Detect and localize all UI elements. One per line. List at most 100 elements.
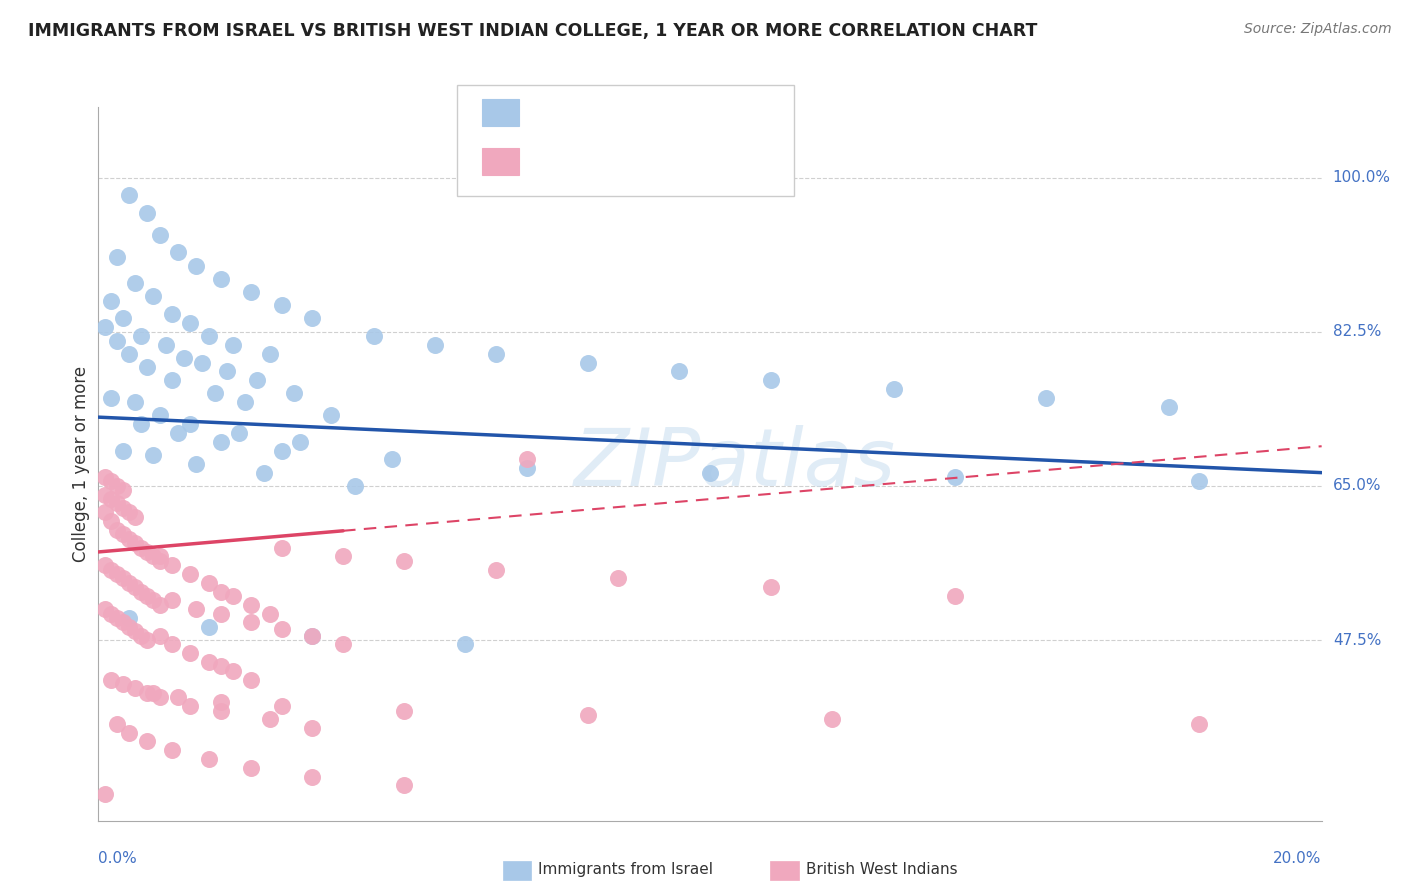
Point — [155, 338, 177, 352]
Point — [142, 549, 165, 564]
Point — [197, 620, 219, 634]
Point — [105, 479, 128, 493]
Point — [240, 673, 263, 687]
Point — [252, 466, 274, 480]
Point — [240, 761, 263, 775]
Point — [111, 677, 134, 691]
Text: IMMIGRANTS FROM ISRAEL VS BRITISH WEST INDIAN COLLEGE, 1 YEAR OR MORE CORRELATIO: IMMIGRANTS FROM ISRAEL VS BRITISH WEST I… — [28, 22, 1038, 40]
Point — [240, 285, 263, 299]
Point — [233, 395, 256, 409]
Point — [222, 589, 245, 603]
Point — [423, 338, 446, 352]
Point — [105, 523, 128, 537]
Point — [129, 329, 152, 343]
Text: 100.0%: 100.0% — [1333, 170, 1391, 185]
Point — [943, 589, 966, 603]
Point — [105, 566, 128, 581]
Point — [160, 743, 183, 757]
Point — [124, 395, 146, 409]
Point — [118, 725, 141, 739]
Point — [259, 712, 281, 726]
Point — [1035, 391, 1057, 405]
Point — [93, 320, 115, 334]
Point — [209, 434, 232, 449]
Y-axis label: College, 1 year or more: College, 1 year or more — [72, 366, 90, 562]
Point — [392, 704, 416, 718]
Point — [105, 496, 128, 510]
Point — [332, 549, 354, 564]
Point — [149, 227, 172, 242]
Point — [485, 563, 508, 577]
Point — [270, 541, 292, 555]
Point — [149, 549, 172, 564]
Point — [240, 615, 263, 630]
Point — [301, 770, 323, 784]
Point — [179, 316, 201, 330]
Point — [129, 584, 152, 599]
Point — [124, 624, 146, 639]
Point — [124, 536, 146, 550]
Text: R =  0.109: R = 0.109 — [529, 152, 633, 169]
Point — [197, 575, 219, 590]
Point — [344, 479, 367, 493]
Text: 65.0%: 65.0% — [1333, 478, 1381, 493]
Point — [100, 607, 122, 621]
Point — [142, 686, 165, 700]
Point — [301, 629, 323, 643]
Point — [576, 707, 599, 722]
Point — [167, 690, 190, 705]
Point — [290, 434, 312, 449]
Point — [111, 500, 134, 515]
Point — [209, 704, 232, 718]
Text: Source: ZipAtlas.com: Source: ZipAtlas.com — [1244, 22, 1392, 37]
Point — [392, 554, 416, 568]
Point — [173, 351, 195, 365]
Point — [118, 611, 141, 625]
Point — [149, 409, 172, 423]
Point — [454, 637, 477, 651]
Point — [259, 347, 281, 361]
Point — [93, 505, 115, 519]
Point — [167, 245, 190, 260]
Point — [197, 329, 219, 343]
Text: 82.5%: 82.5% — [1333, 324, 1381, 339]
Point — [1188, 475, 1211, 489]
Point — [118, 188, 141, 202]
Point — [100, 673, 122, 687]
Point — [209, 584, 232, 599]
Point — [204, 386, 226, 401]
Point — [179, 699, 201, 714]
Point — [105, 334, 128, 348]
Point — [209, 607, 232, 621]
Point — [105, 611, 128, 625]
Point — [118, 620, 141, 634]
Point — [222, 664, 245, 678]
Point — [270, 699, 292, 714]
Point — [129, 417, 152, 432]
Point — [759, 580, 782, 594]
Point — [100, 563, 122, 577]
Point — [270, 298, 292, 312]
Point — [100, 391, 122, 405]
Point — [381, 452, 404, 467]
Point — [149, 598, 172, 612]
Point — [215, 364, 238, 378]
Point — [142, 593, 165, 607]
Point — [129, 629, 152, 643]
Point — [759, 373, 782, 387]
Point — [283, 386, 305, 401]
Point — [118, 532, 141, 546]
Point — [160, 637, 183, 651]
Point — [301, 311, 323, 326]
Point — [209, 659, 232, 673]
Point — [111, 615, 134, 630]
Point — [111, 311, 134, 326]
Point — [124, 277, 146, 291]
Point — [516, 452, 538, 467]
Text: 20.0%: 20.0% — [1274, 851, 1322, 866]
Point — [93, 558, 115, 573]
Point — [136, 206, 159, 220]
Point — [197, 752, 219, 766]
Point — [149, 554, 172, 568]
Point — [142, 448, 165, 462]
